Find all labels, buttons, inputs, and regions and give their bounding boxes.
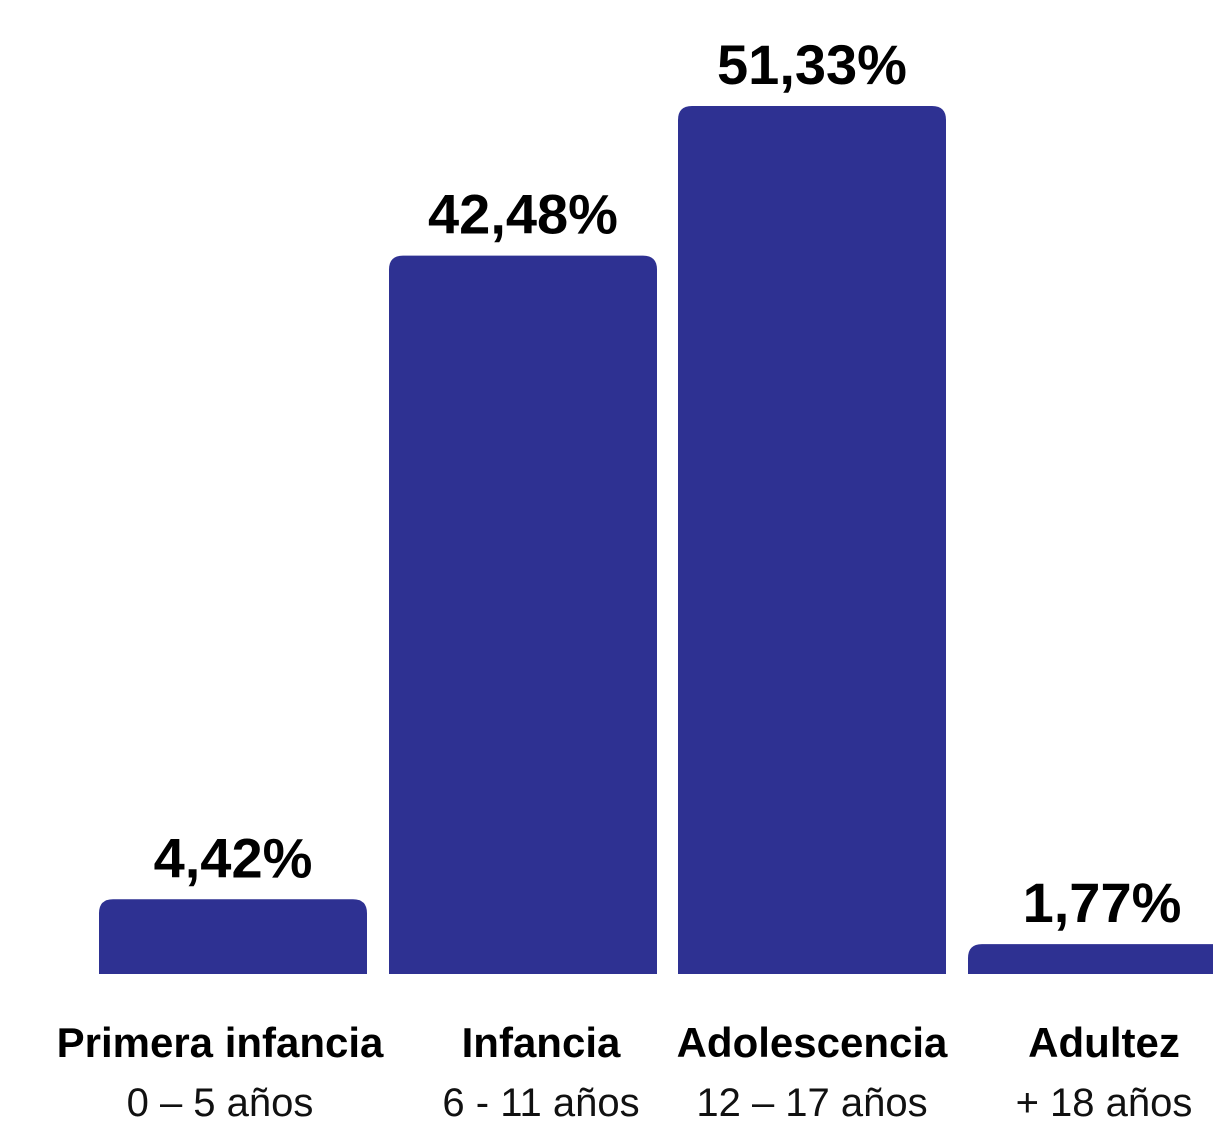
bar-value-label: 4,42%: [154, 826, 313, 889]
bar-value-label: 1,77%: [1023, 871, 1182, 934]
category-range-label: 12 – 17 años: [696, 1081, 927, 1124]
category-name-label: Adolescencia: [677, 1019, 948, 1066]
category-name-label: Infancia: [462, 1019, 621, 1066]
category-range-label: + 18 años: [1016, 1081, 1193, 1124]
bar-3: [678, 106, 946, 974]
category-name-label: Primera infancia: [57, 1019, 384, 1066]
bar-2: [389, 255, 657, 975]
category-range-label: 0 – 5 años: [127, 1081, 314, 1124]
bar-4: [968, 944, 1213, 974]
category-range-label: 6 - 11 años: [442, 1081, 639, 1124]
bars-group: [99, 106, 1213, 975]
bar-value-label: 42,48%: [428, 183, 618, 246]
bar-value-label: 51,33%: [717, 33, 907, 96]
value-labels-group: 4,42% 42,48% 51,33% 1,77%: [154, 33, 1182, 934]
category-labels-group: Primera infancia 0 – 5 años Infancia 6 - 11…: [57, 1019, 1193, 1124]
bar-1: [99, 899, 367, 974]
category-name-label: Adultez: [1028, 1019, 1180, 1066]
